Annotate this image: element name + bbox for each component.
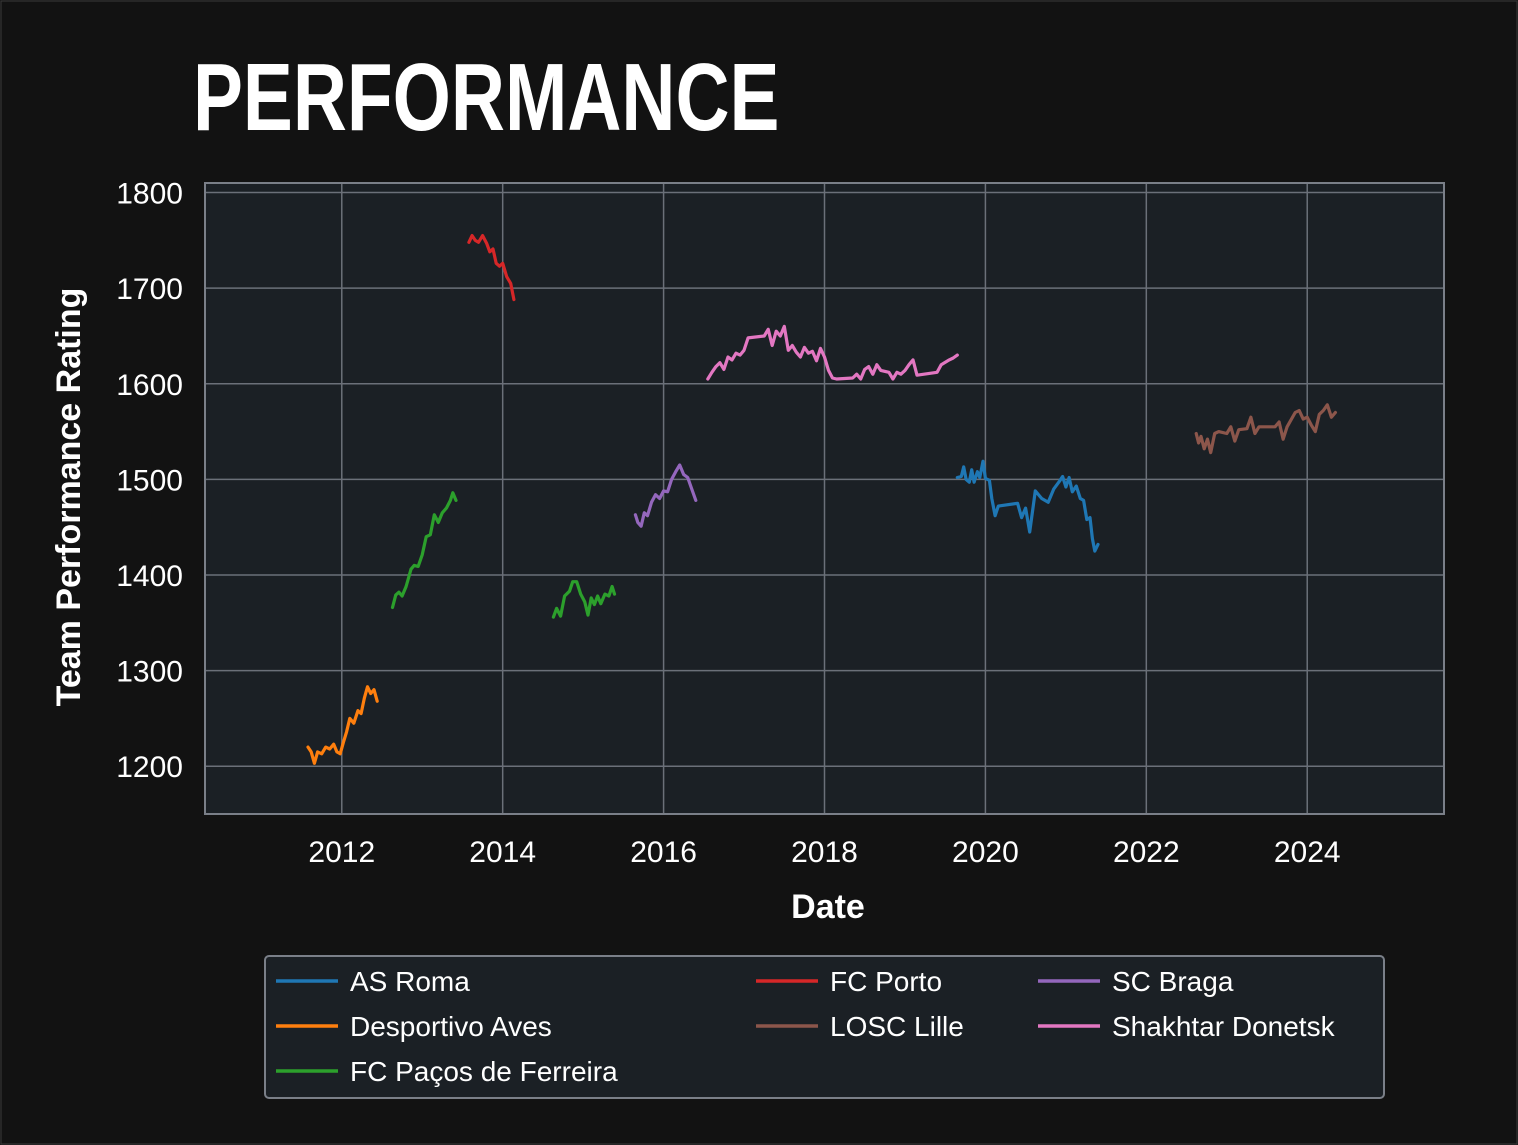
legend-label-fc-pa-os-de-ferreira: FC Paços de Ferreira [350,1056,618,1087]
chart-title: PERFORMANCE [193,44,779,151]
series-line-as-roma [955,459,1100,553]
legend: AS Roma Desportivo Aves FC Paços de Ferrei… [264,955,1385,1099]
x-tick-label: 2018 [791,836,858,869]
series-line-sc-braga [633,463,698,528]
x-tick-label: 2020 [952,836,1019,869]
x-axis-label: Date [791,888,865,926]
legend-items: AS Roma Desportivo Aves FC Paços de Ferrei… [276,966,1336,1087]
y-tick-label: 1300 [116,656,183,689]
x-tick-label: 2014 [469,836,536,869]
y-tick-label: 1700 [116,273,183,306]
legend-box [264,955,1385,1099]
legend-label-shakhtar-donetsk: Shakhtar Donetsk [1112,1011,1336,1042]
x-tick-labels: 2012 2014 2016 2018 2020 2022 2024 [308,836,1340,869]
y-tick-label: 1400 [116,560,183,593]
x-tick-label: 2022 [1113,836,1180,869]
y-axis-label: Team Performance Rating [50,288,88,707]
legend-label-as-roma: AS Roma [350,966,470,997]
series-line-fc-pa-os-de-ferreira [390,491,458,610]
y-tick-label: 1200 [116,751,183,784]
x-tick-label: 2016 [630,836,697,869]
x-tick-label: 2012 [308,836,375,869]
grid [205,183,1444,814]
legend-label-sc-braga: SC Braga [1112,966,1234,997]
y-tick-labels: 1200 1300 1400 1500 1600 1700 1800 [116,178,183,785]
series-line-fc-pa-os-de-ferreira [551,580,617,619]
series-line-fc-porto [467,234,516,302]
y-tick-label: 1500 [116,464,183,497]
series-line-losc-lille [1194,403,1337,455]
x-tick-label: 2024 [1274,836,1341,869]
y-tick-label: 1800 [116,178,183,211]
legend-label-fc-porto: FC Porto [830,966,942,997]
series-line-desportivo-aves [306,685,379,765]
plot-border [204,182,1445,815]
legend-label-losc-lille: LOSC Lille [830,1011,964,1042]
series-lines [306,234,1337,765]
series-line-shakhtar-donetsk [706,324,959,381]
legend-label-desportivo-aves: Desportivo Aves [350,1011,552,1042]
y-tick-label: 1600 [116,369,183,402]
